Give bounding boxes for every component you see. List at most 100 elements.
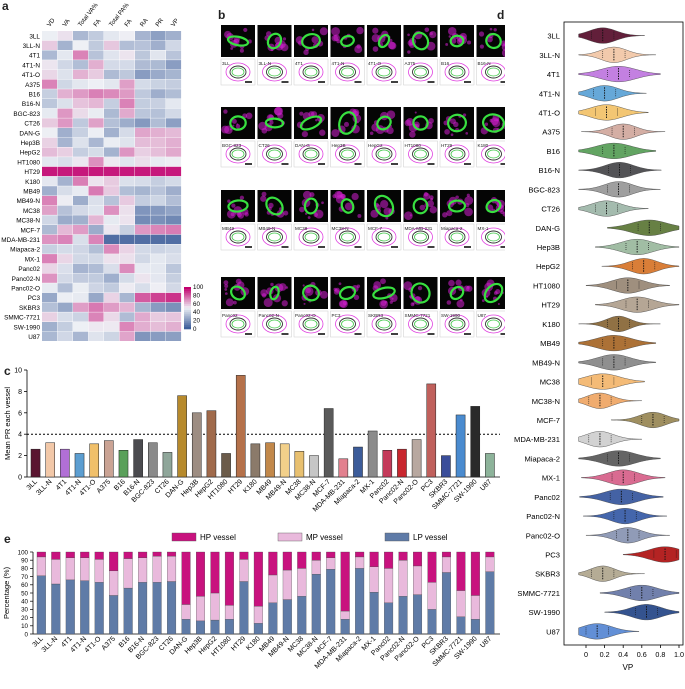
heatmap-cell: [166, 186, 182, 196]
heatmap-column-label: RA: [139, 16, 150, 28]
violin-category-label: 3LL: [547, 32, 560, 41]
green-vessel-signal: [377, 33, 391, 49]
heatmap-cell: [73, 166, 89, 177]
stacked-bar-segment: [456, 590, 466, 617]
vessel-tile-label: HT1080: [405, 143, 422, 148]
heatmap-cell: [150, 244, 166, 254]
heatmap-cell: [166, 137, 182, 147]
outline-green: [377, 67, 391, 77]
violin-category-label: 3LL-N: [539, 51, 560, 60]
stacked-bar-segment: [268, 574, 278, 603]
heatmap-cell: [119, 244, 135, 254]
magenta-signal: [380, 199, 389, 209]
heatmap-cell: [119, 137, 135, 147]
heatmap-cell: [88, 263, 104, 274]
magenta-signal: [489, 27, 493, 31]
heatmap-cell: [57, 79, 73, 89]
outline-vessel: [229, 317, 247, 331]
heatmap-cell: [42, 225, 58, 235]
heatmap-cell: [88, 331, 104, 341]
violin-category-label: 4T1-O: [538, 108, 560, 117]
green-vessel-signal: [482, 113, 505, 133]
heatmap-row-label: PC3: [28, 295, 41, 302]
stacked-bar-segment: [369, 592, 379, 635]
vessel-tile-label: B16: [441, 61, 450, 66]
heatmap-row-label: Panc02-O: [11, 285, 40, 292]
violin-shape: [578, 373, 645, 390]
heatmap-cell: [104, 60, 120, 70]
colorbar-segment: [184, 316, 191, 319]
heatmap-cell: [42, 302, 58, 312]
violin-shape: [578, 623, 640, 640]
x-tick-label: 3LL-N: [41, 635, 59, 653]
heatmap-row-label: HT29: [24, 169, 40, 176]
stacked-bar-segment: [94, 551, 104, 560]
magenta-signal: [430, 197, 434, 201]
outline-vessel: [485, 147, 502, 161]
magenta-signal: [223, 280, 229, 285]
magenta-signal: [455, 195, 459, 200]
heatmap-cell: [119, 50, 135, 60]
heatmap-cell: [42, 292, 58, 303]
heatmap-cell: [73, 31, 89, 41]
stacked-bar-segment: [80, 580, 90, 635]
y-tick-label: 40: [21, 599, 28, 606]
outline-outer: [298, 314, 324, 334]
outline-outer: [298, 227, 324, 247]
colorbar-segment: [184, 295, 191, 298]
heatmap-cell: [150, 215, 166, 225]
outline-outer: [225, 314, 251, 334]
colorbar-tick: 60: [193, 301, 200, 308]
heatmap-cell: [166, 79, 182, 89]
heatmap-cell: [119, 263, 135, 274]
magenta-signal: [445, 43, 449, 46]
heatmap-cell: [150, 176, 166, 186]
stacked-bar-segment: [253, 605, 263, 624]
colorbar-segment: [184, 299, 191, 302]
x-tick-label: 4T1-O: [79, 478, 98, 497]
heatmap-cell: [73, 69, 89, 80]
heatmap-cell: [57, 108, 73, 118]
magenta-signal: [357, 213, 362, 218]
vessel-tile-label: Miapaca-2: [441, 226, 463, 231]
outline-vessel: [485, 65, 502, 79]
outline-green: [268, 319, 281, 329]
outline-outer: [444, 62, 470, 82]
heatmap-cell: [42, 128, 58, 138]
heatmap-row-label: A375: [25, 82, 40, 89]
heatmap-cell: [73, 147, 89, 157]
green-vessel-signal: [410, 282, 431, 304]
vessel-tile-label: 3LL: [222, 61, 230, 66]
vessel-tile-label: U87: [478, 313, 487, 318]
heatmap-cell: [119, 195, 135, 206]
green-vessel-signal: [229, 115, 247, 131]
colorbar-segment: [184, 303, 191, 307]
stacked-bar-segment: [456, 551, 466, 591]
heatmap-cell: [42, 263, 58, 274]
heatmap-cell: [104, 98, 120, 109]
outline-outer: [335, 144, 360, 164]
magenta-signal: [496, 118, 500, 122]
magenta-signal: [331, 27, 340, 36]
heatmap-cell: [166, 263, 182, 274]
stacked-bar-segment: [51, 551, 61, 560]
green-vessel-signal: [269, 285, 280, 301]
heatmap-cell: [119, 60, 135, 70]
green-vessel-signal: [376, 115, 392, 131]
heatmap-cell: [104, 263, 120, 274]
magenta-signal: [463, 285, 470, 292]
magenta-signal: [356, 44, 361, 49]
magenta-signal: [419, 204, 426, 211]
stacked-bar-segment: [224, 605, 234, 620]
heatmap-cell: [104, 302, 120, 312]
heatmap-column-label: VD: [46, 17, 57, 29]
heatmap-cell: [166, 234, 182, 244]
heatmap-cell: [135, 302, 151, 312]
vessel-tile-label: MB49: [222, 226, 234, 231]
heatmap-cell: [119, 186, 135, 196]
heatmap-cell: [104, 147, 120, 157]
violin-category-label: SKBR3: [535, 570, 560, 579]
violin-shape: [578, 104, 649, 121]
stacked-bar-segment: [297, 568, 307, 597]
